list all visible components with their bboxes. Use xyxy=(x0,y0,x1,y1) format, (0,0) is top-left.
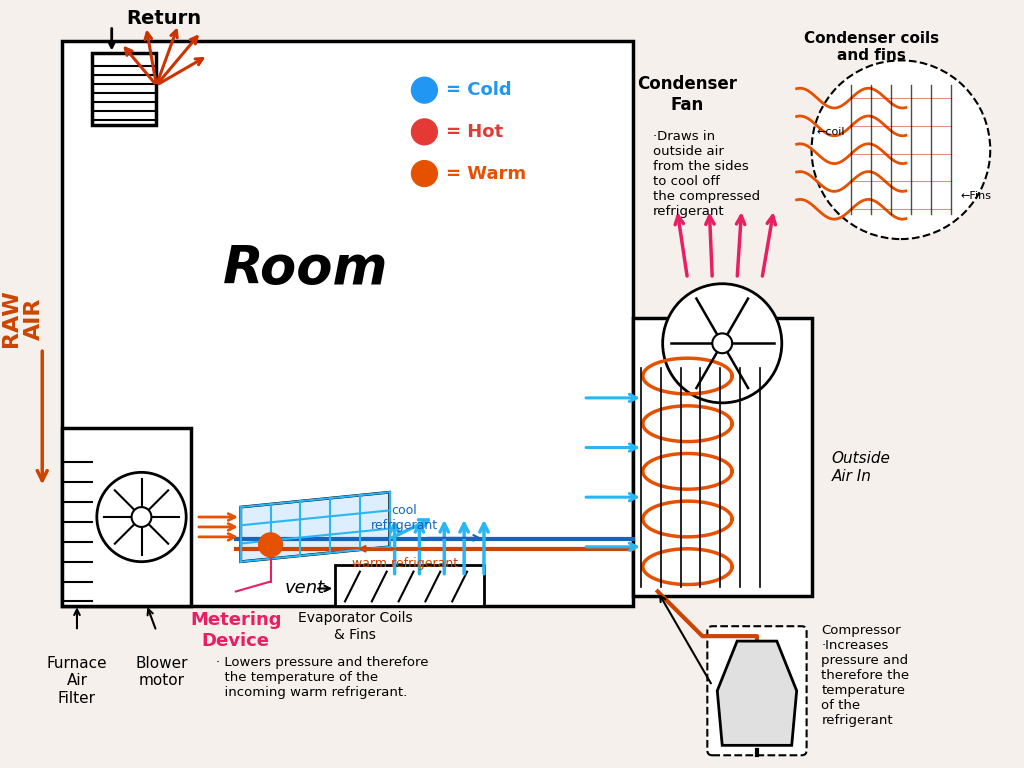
Text: · Lowers pressure and therefore
  the temperature of the
  incoming warm refrige: · Lowers pressure and therefore the temp… xyxy=(216,656,428,699)
Text: = Cold: = Cold xyxy=(446,81,512,99)
Text: Return: Return xyxy=(127,9,202,28)
Text: Furnace
Air
Filter: Furnace Air Filter xyxy=(47,656,108,706)
Circle shape xyxy=(713,333,732,353)
Text: Condenser
Fan: Condenser Fan xyxy=(638,75,737,114)
Circle shape xyxy=(131,507,152,527)
Circle shape xyxy=(663,283,781,403)
Polygon shape xyxy=(62,428,191,607)
Polygon shape xyxy=(62,41,633,607)
Circle shape xyxy=(259,533,283,557)
Polygon shape xyxy=(717,641,797,745)
Polygon shape xyxy=(335,564,484,607)
Polygon shape xyxy=(241,492,390,561)
Circle shape xyxy=(412,119,437,144)
Text: cool
refrigerant: cool refrigerant xyxy=(371,504,438,532)
Text: Outside
Air In: Outside Air In xyxy=(831,451,890,484)
Polygon shape xyxy=(92,54,157,125)
Text: Room: Room xyxy=(222,243,388,295)
Circle shape xyxy=(412,161,437,187)
Text: vent: vent xyxy=(285,580,326,598)
Text: Blower
motor: Blower motor xyxy=(135,656,187,688)
Text: ←coil: ←coil xyxy=(816,127,845,137)
Text: = Hot: = Hot xyxy=(446,123,504,141)
Circle shape xyxy=(812,61,990,239)
Text: Metering
Device: Metering Device xyxy=(190,611,282,650)
Text: Evaporator Coils
& Fins: Evaporator Coils & Fins xyxy=(298,611,413,641)
Text: ←Fins: ←Fins xyxy=(961,191,991,201)
FancyBboxPatch shape xyxy=(708,626,807,755)
Text: Compressor
·Increases
pressure and
therefore the
temperature
of the
refrigerant: Compressor ·Increases pressure and there… xyxy=(821,624,909,727)
Text: RAW
AIR: RAW AIR xyxy=(1,290,44,347)
Text: warm refrigerant: warm refrigerant xyxy=(351,557,458,570)
Circle shape xyxy=(97,472,186,561)
Text: ·Draws in
outside air
from the sides
to cool off
the compressed
refrigerant: ·Draws in outside air from the sides to … xyxy=(652,130,760,218)
Text: Condenser coils
and fins: Condenser coils and fins xyxy=(804,31,939,63)
Circle shape xyxy=(412,78,437,103)
Text: = Warm: = Warm xyxy=(446,164,526,183)
Polygon shape xyxy=(633,319,812,597)
